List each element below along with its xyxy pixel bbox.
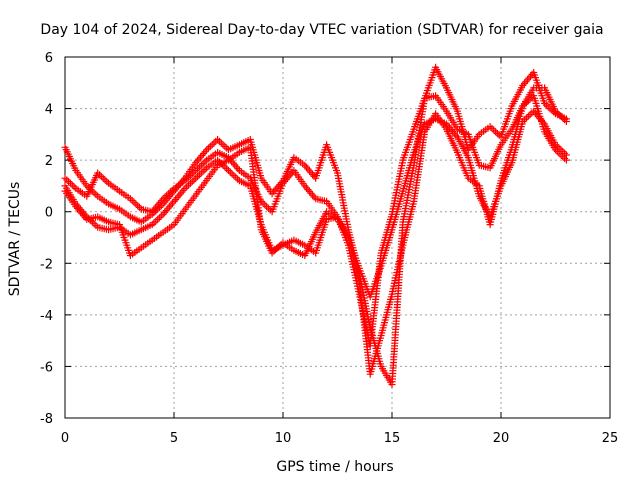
data-point: [210, 139, 218, 147]
data-point: [562, 117, 570, 125]
y-tick-label: -2: [40, 257, 53, 272]
x-tick-label: 15: [384, 431, 401, 446]
data-point: [170, 197, 178, 205]
data-point: [181, 185, 189, 192]
data-point: [488, 124, 496, 132]
data-point: [226, 168, 234, 176]
grid-layer: [65, 57, 610, 418]
x-axis-label: GPS time / hours: [276, 459, 393, 475]
y-tick-label: -6: [40, 360, 53, 375]
y-tick-label: -4: [40, 309, 53, 324]
data-point: [205, 144, 212, 152]
data-point: [493, 130, 501, 137]
data-point: [156, 199, 164, 206]
data-point: [223, 144, 231, 152]
y-tick-label: 6: [45, 51, 53, 66]
data-point: [559, 153, 567, 161]
data-point: [63, 176, 71, 184]
x-tick-label: 10: [275, 431, 292, 446]
plot-frame: [64, 56, 611, 419]
data-series: [61, 63, 570, 388]
data-point: [526, 111, 534, 119]
data-point: [183, 183, 191, 191]
data-point: [61, 174, 69, 182]
x-tick-label: 0: [61, 431, 69, 446]
data-point: [223, 165, 231, 173]
chart-title: Day 104 of 2024, Sidereal Day-to-day VTE…: [40, 22, 603, 38]
axes-layer: 0 5 10 15 20 25 -8 -6 -4 -2 0 2 4 6: [40, 51, 618, 446]
data-point: [215, 137, 223, 145]
data-point: [553, 148, 561, 155]
data-point: [197, 153, 204, 161]
data-point: [156, 214, 163, 222]
data-series: [61, 84, 570, 350]
data-point: [561, 154, 569, 162]
y-tick-label: -8: [40, 412, 53, 427]
data-point: [68, 181, 76, 189]
data-point: [92, 191, 100, 198]
data-point: [217, 139, 225, 147]
data-point: [134, 202, 142, 210]
data-point: [562, 156, 570, 164]
y-tick-label: 0: [45, 206, 53, 221]
data-point: [201, 158, 209, 166]
y-tick-label: 4: [45, 103, 53, 118]
data-point: [307, 189, 315, 197]
data-point: [225, 167, 232, 174]
x-tick-label: 5: [170, 431, 178, 446]
data-points-layer: [61, 63, 570, 388]
data-point: [128, 197, 136, 204]
data-point: [157, 212, 165, 220]
x-tick-label: 25: [602, 431, 619, 446]
data-point: [228, 170, 236, 178]
data-point: [214, 136, 222, 143]
y-axis-label: SDTVAR / TECUs: [7, 182, 23, 297]
data-point: [70, 183, 78, 191]
data-point: [103, 178, 111, 186]
data-series: [61, 92, 570, 378]
data-point: [261, 201, 269, 209]
data-point: [101, 176, 109, 184]
x-tick-label: 20: [493, 431, 510, 446]
y-tick-label: 2: [45, 154, 53, 169]
